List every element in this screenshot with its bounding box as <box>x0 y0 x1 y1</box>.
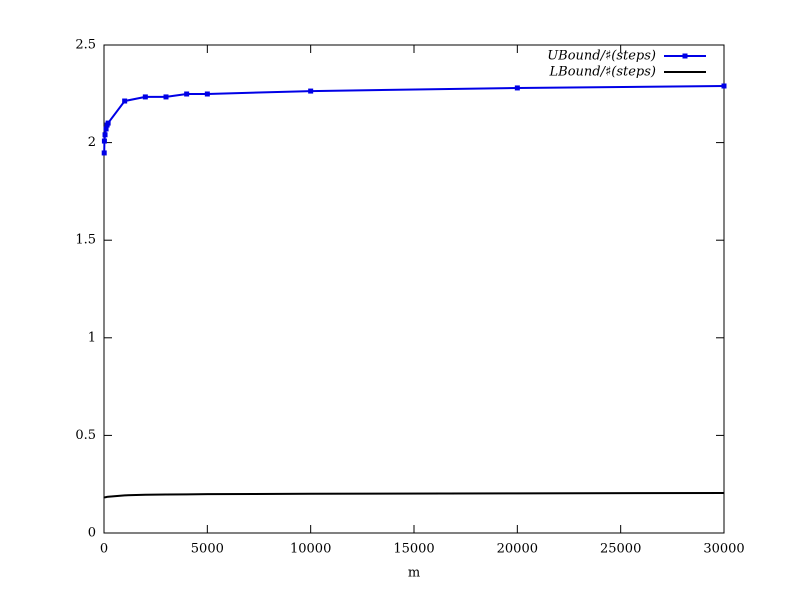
y-tick-label: 0 <box>88 526 96 541</box>
x-axis-label: m <box>408 566 420 581</box>
legend-label: LBound/♯(steps) <box>549 65 656 80</box>
x-tick-label: 10000 <box>290 542 331 557</box>
marker <box>204 91 210 97</box>
y-tick-label: 2 <box>88 135 96 150</box>
x-tick-label: 0 <box>100 542 108 557</box>
x-tick-label: 15000 <box>393 542 434 557</box>
x-tick-label: 20000 <box>497 542 538 557</box>
y-tick-label: 1.5 <box>75 233 96 248</box>
marker <box>101 138 107 144</box>
marker <box>102 132 108 138</box>
marker <box>142 94 148 100</box>
marker <box>103 126 109 132</box>
legend-marker <box>682 53 688 59</box>
y-tick-label: 2.5 <box>75 38 96 53</box>
y-tick-label: 0.5 <box>75 428 96 443</box>
marker <box>105 120 111 126</box>
marker <box>721 83 727 89</box>
marker <box>163 94 169 100</box>
x-tick-label: 5000 <box>191 542 224 557</box>
y-tick-label: 1 <box>88 330 96 345</box>
series-line <box>103 84 725 153</box>
marker <box>308 88 314 94</box>
marker <box>514 85 520 91</box>
x-tick-label: 30000 <box>703 542 744 557</box>
marker <box>184 91 190 97</box>
x-tick-label: 25000 <box>600 542 641 557</box>
marker <box>122 98 128 104</box>
plot-frame <box>103 44 725 534</box>
legend-label: UBound/♯(steps) <box>547 49 656 64</box>
series-line <box>103 491 725 499</box>
marker <box>101 150 107 156</box>
